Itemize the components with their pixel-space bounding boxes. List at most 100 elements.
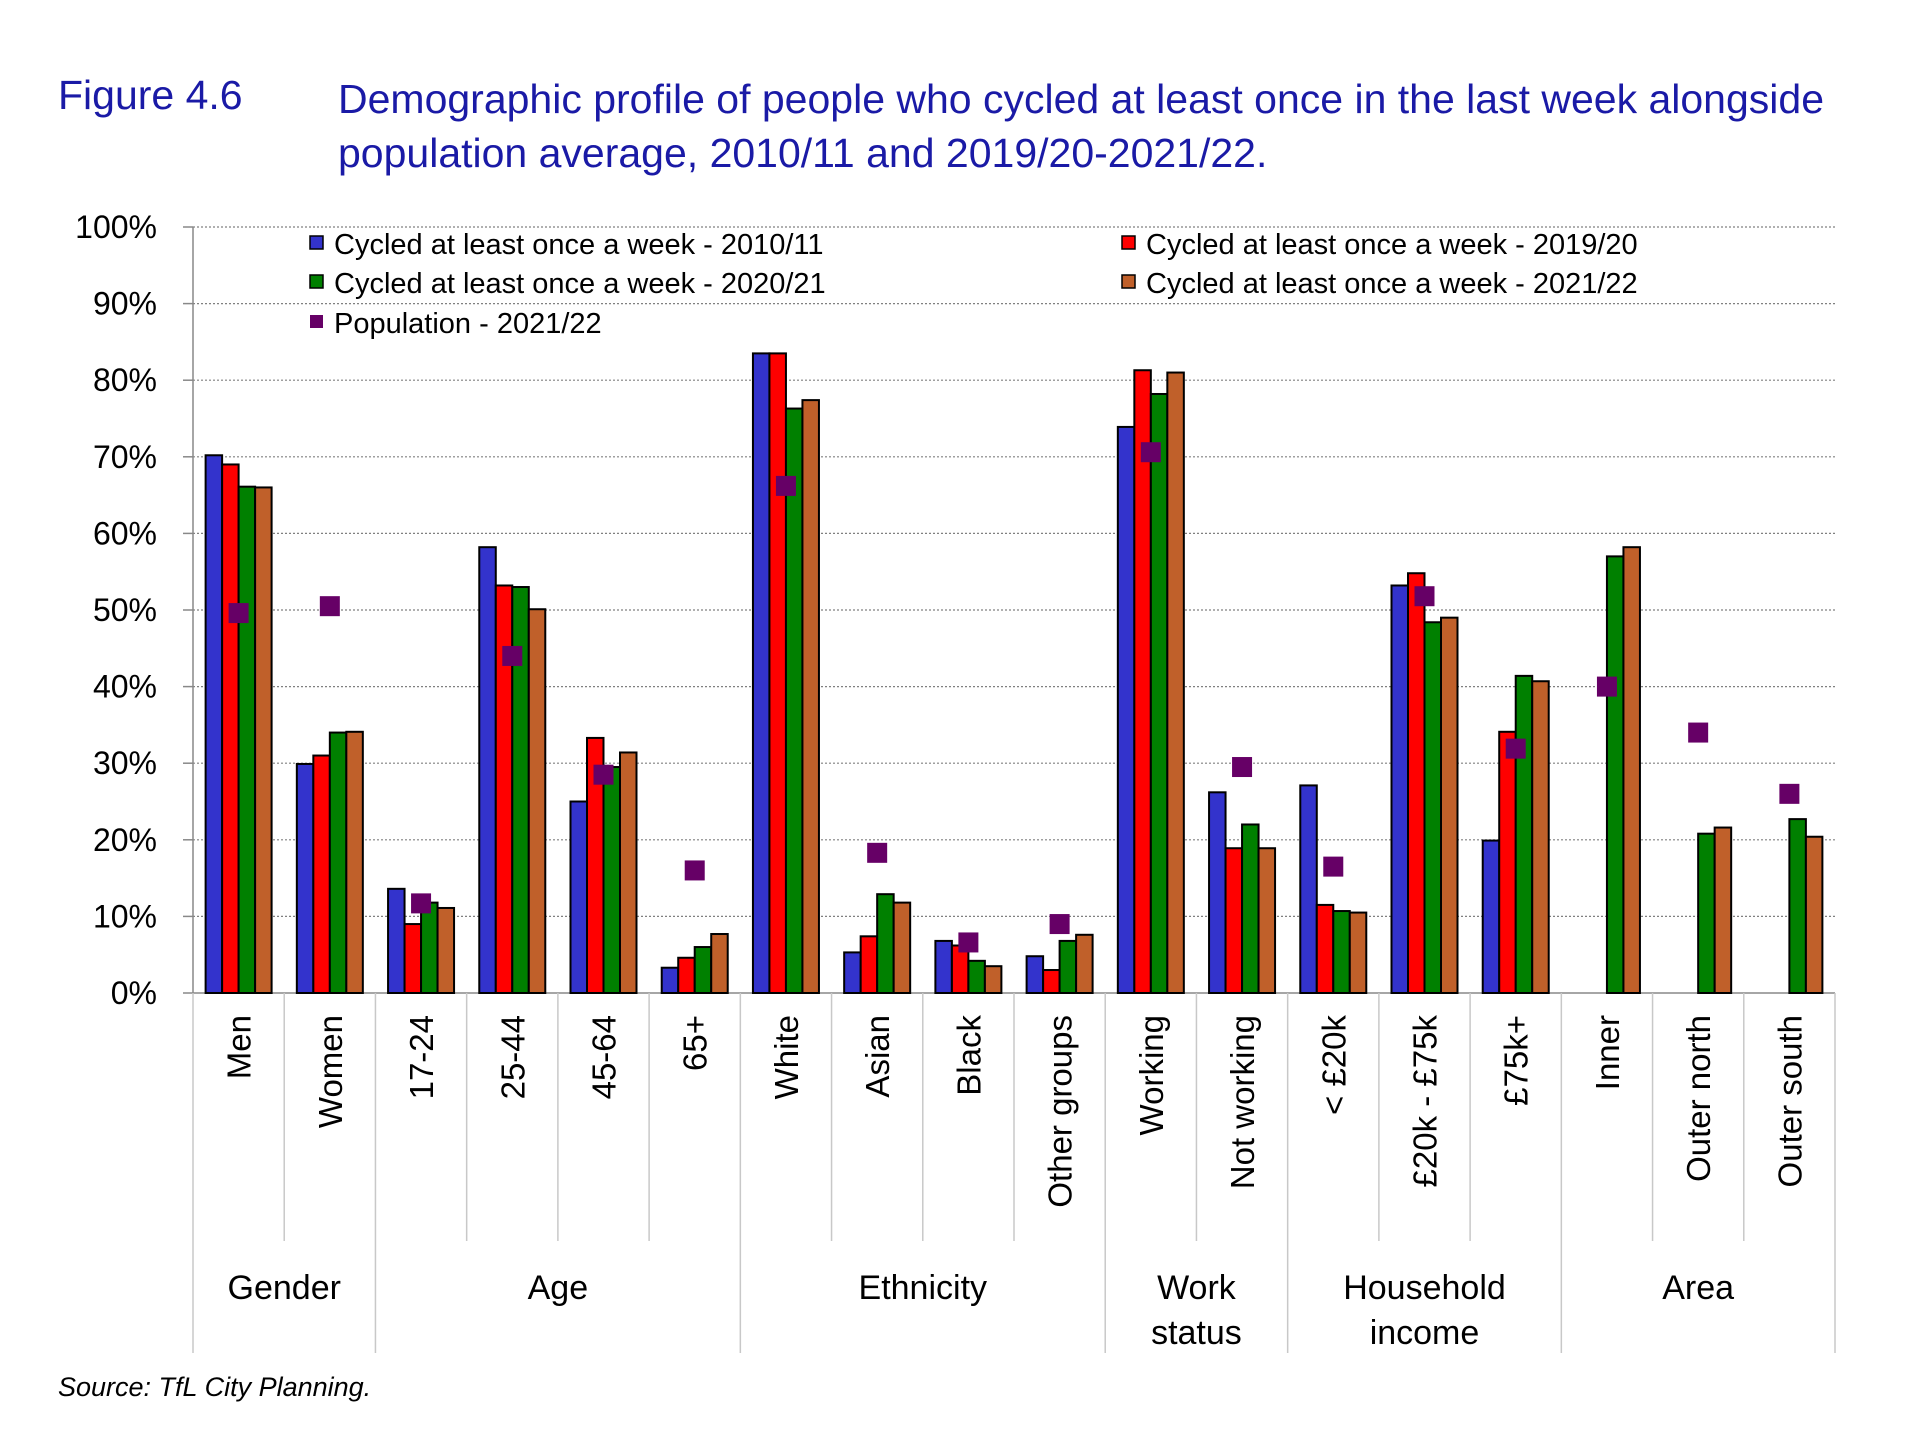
y-tick-label: 50% [93,592,157,628]
category-label: £20k - £75k [1407,1015,1444,1188]
population-marker [593,764,614,785]
category-label: Black [950,1015,987,1096]
gridlines [193,226,1835,918]
bar [1348,911,1368,995]
group-label: Gender [228,1269,341,1307]
bar [1605,555,1625,994]
bar [345,730,364,994]
group-label: Household [1343,1269,1506,1307]
y-tick-label: 100% [75,209,157,245]
bar [1332,910,1351,995]
bar [387,887,406,994]
group-label: Work [1157,1269,1237,1307]
bar [1788,818,1807,994]
bar [328,731,348,994]
bar [967,959,986,995]
bar [892,901,912,994]
population-marker [684,860,705,881]
category-label: 45-64 [586,1015,623,1099]
bar [602,766,621,995]
category-label: < £20k [1315,1015,1352,1115]
population-marker [411,893,432,914]
bar [934,939,953,994]
population-marker [1232,757,1253,778]
legend-label: Cycled at least once a week - 2021/22 [1146,268,1638,300]
bar [1315,903,1335,994]
legend-label: Population - 2021/22 [334,308,602,340]
y-tick-label: 90% [93,286,157,322]
bar [983,965,1003,995]
population-marker [1140,442,1161,463]
population-marker [228,603,249,624]
bar [1257,847,1277,995]
legend-label: Cycled at least once a week - 2019/20 [1146,229,1638,261]
bar [1224,847,1244,995]
bar [1058,939,1078,994]
bar [859,935,879,994]
group-label: Area [1662,1269,1734,1307]
figure-number: Figure 4.6 [58,72,243,118]
bar [420,901,439,994]
bar [1075,933,1094,994]
category-label: Men [221,1015,258,1079]
bar [1133,369,1152,994]
bar [1622,546,1641,994]
group-label: Age [528,1269,589,1307]
population-marker [502,645,523,666]
category-label: Other groups [1042,1015,1079,1208]
bar [801,399,820,994]
category-label: Outer south [1771,1015,1808,1187]
bar [751,352,771,994]
population-marker [1049,914,1070,935]
group-label: Ethnicity [859,1269,988,1307]
category-label: White [768,1015,805,1099]
bar [1390,584,1409,994]
bar [876,893,895,994]
bar [312,754,331,994]
population-marker [1414,586,1435,607]
bar [221,463,240,994]
x-axis-labels: Men Women 17-24 25-44 45-64 65+ White Asian Blac… [221,1015,1809,1352]
category-label: Not working [1224,1015,1261,1189]
bar [1299,784,1318,994]
bar [1166,371,1185,995]
category-label: 65+ [677,1015,714,1071]
bar [1407,572,1426,994]
bar [1042,969,1061,995]
group-label: income [1370,1314,1480,1352]
y-tick-label: 0% [111,975,157,1011]
bar [1149,392,1169,995]
bar [478,546,497,994]
bar [693,946,713,994]
bar [784,407,804,994]
population-marker [867,842,888,863]
population-marker [319,596,340,617]
population-marker [1505,738,1526,759]
legend-label: Cycled at least once a week - 2020/21 [334,268,826,300]
legend-swatch [1121,274,1136,289]
population-marker [1596,676,1617,697]
source-note: Source: TfL City Planning. [58,1372,372,1402]
y-tick-label: 40% [93,669,157,705]
bar [950,944,970,994]
bar [1804,835,1824,995]
population-markers [228,442,1800,953]
bar [1241,823,1260,994]
y-tick-label: 10% [93,898,157,934]
category-label: Women [312,1015,349,1128]
y-tick-label: 80% [93,362,157,398]
population-marker [1323,856,1344,877]
bar [204,454,224,994]
bar [1713,826,1733,994]
chart-title: Demographic profile of people who cycled… [338,76,1824,176]
bar [1208,791,1227,994]
bar [1514,674,1534,994]
legend-swatch [310,315,323,328]
bar [660,966,680,994]
bar [1498,730,1517,994]
axes: 0% 10% 20% 30% 40% 50% 60% 70% 80% 90% 100% [75,209,1836,1353]
y-tick-label: 70% [93,439,157,475]
legend: Cycled at least once a week - 2010/11 Cyc… [309,229,1638,340]
bar [1531,680,1550,994]
